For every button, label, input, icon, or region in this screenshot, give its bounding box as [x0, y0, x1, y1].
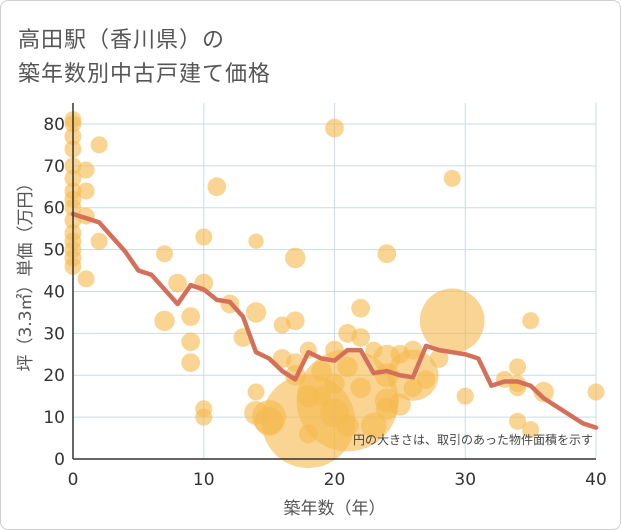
- bubble-point: [247, 383, 265, 401]
- bubble-point: [522, 312, 540, 330]
- y-tick-label: 60: [43, 199, 65, 219]
- bubble-point: [77, 182, 95, 200]
- bubble-point: [325, 118, 344, 138]
- bubble-point: [416, 370, 436, 389]
- y-tick-label: 30: [43, 324, 65, 344]
- bubble-point: [181, 307, 201, 326]
- average-price-line: [70, 211, 599, 430]
- bubble-point: [90, 136, 108, 154]
- y-tick-label: 40: [43, 282, 65, 302]
- bubble-point: [336, 414, 359, 437]
- bubble-point: [509, 412, 527, 430]
- bubble-point: [181, 332, 201, 352]
- y-tick-label: 80: [43, 115, 65, 135]
- bubble-group: [64, 111, 605, 469]
- bubble-point: [285, 247, 306, 269]
- y-axis-title: 坪（3.3㎡）単価（万円）: [16, 174, 36, 371]
- bubble-point: [351, 298, 370, 318]
- bubble-point: [350, 377, 371, 398]
- bubble-point: [377, 244, 397, 264]
- bubble-point: [351, 328, 370, 347]
- bubble-point: [522, 421, 540, 439]
- x-tick-label: 0: [68, 470, 79, 490]
- bubble-point: [419, 288, 485, 354]
- y-tick-label: 50: [43, 241, 65, 261]
- chart-title-line2: 築年数別中古戸建て価格: [18, 62, 272, 87]
- x-tick-label: 10: [193, 470, 215, 490]
- bubble-point: [156, 245, 174, 263]
- x-tick-label: 30: [454, 470, 476, 490]
- bubble-point: [248, 233, 264, 249]
- bubble-point: [509, 358, 527, 376]
- y-tick-label: 10: [43, 408, 65, 428]
- bubble-point: [443, 169, 461, 187]
- bubble-point: [181, 353, 201, 373]
- bubble-point: [195, 408, 213, 426]
- x-tick-label: 40: [585, 470, 607, 490]
- y-tick-label: 0: [54, 450, 65, 470]
- bubble-point: [429, 349, 449, 368]
- bubble-point: [360, 412, 387, 439]
- bubble-point: [587, 383, 605, 401]
- bubble-point: [77, 270, 95, 288]
- y-tick-label: 20: [43, 366, 65, 386]
- bubble-size-note: 円の大きさは、取引のあった物件面積を示す: [353, 432, 593, 447]
- bubble-point: [285, 311, 305, 331]
- chart-title-line1: 高田駅（香川県）の: [18, 28, 226, 53]
- bubble-point: [456, 387, 474, 405]
- bubble-point: [245, 302, 267, 323]
- bubble-point: [168, 273, 187, 293]
- bubble-point: [195, 228, 213, 246]
- bubble-point: [154, 310, 175, 331]
- x-tick-label: 20: [324, 470, 346, 490]
- bubble-point: [90, 232, 108, 250]
- y-tick-label: 70: [43, 157, 65, 177]
- bubble-point: [77, 161, 95, 179]
- bubble-point: [533, 381, 554, 403]
- bubble-point: [207, 177, 227, 197]
- x-axis-title: 築年数（年）: [284, 499, 386, 519]
